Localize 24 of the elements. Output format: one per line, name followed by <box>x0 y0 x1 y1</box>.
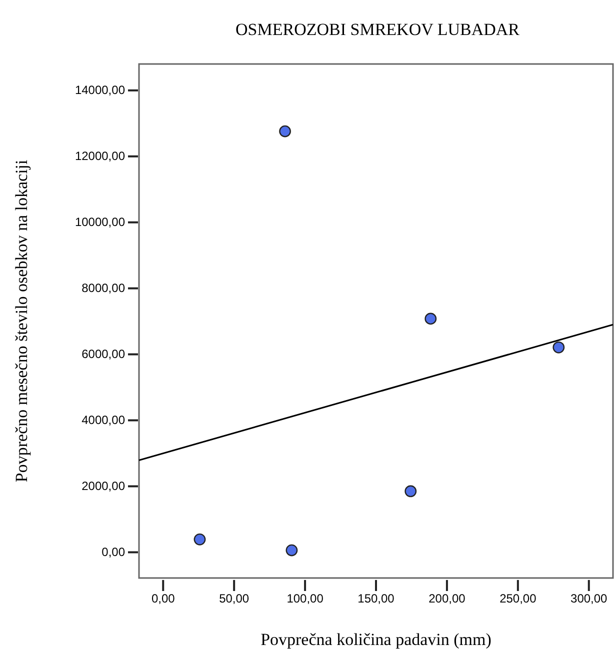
x-tick-label: 100,00 <box>286 592 324 606</box>
x-tick-label: 250,00 <box>500 592 537 606</box>
y-tick-label: 0,00 <box>102 545 126 560</box>
x-tick-label: 300,00 <box>570 592 608 606</box>
x-tick-label: 150,00 <box>358 592 395 606</box>
point <box>424 312 437 325</box>
x-tick-label: 0,00 <box>151 592 176 606</box>
point <box>194 533 206 546</box>
chart-title: OSMEROZOBI SMREKOV LUBADAR <box>236 20 520 39</box>
y-tick-label: 14000,00 <box>74 83 126 98</box>
y-tick-label: 2000,00 <box>82 479 126 494</box>
x-axis-title: Povprečna količina padavin (mm) <box>260 630 492 649</box>
y-tick-label: 8000,00 <box>82 281 126 296</box>
y-tick-label: 10000,00 <box>74 215 126 230</box>
y-tick-label: 4000,00 <box>82 413 126 428</box>
y-axis-title: Povprečno mesečno število osebkov na lokaciji <box>12 160 31 482</box>
x-tick-label: 50,00 <box>219 592 250 606</box>
x-tick-label: 200,00 <box>428 592 466 606</box>
point <box>552 341 565 354</box>
y-tick-label: 12000,00 <box>74 149 126 164</box>
y-tick-label: 6000,00 <box>82 347 126 362</box>
point <box>279 125 291 138</box>
point <box>404 485 417 498</box>
point <box>286 544 298 556</box>
